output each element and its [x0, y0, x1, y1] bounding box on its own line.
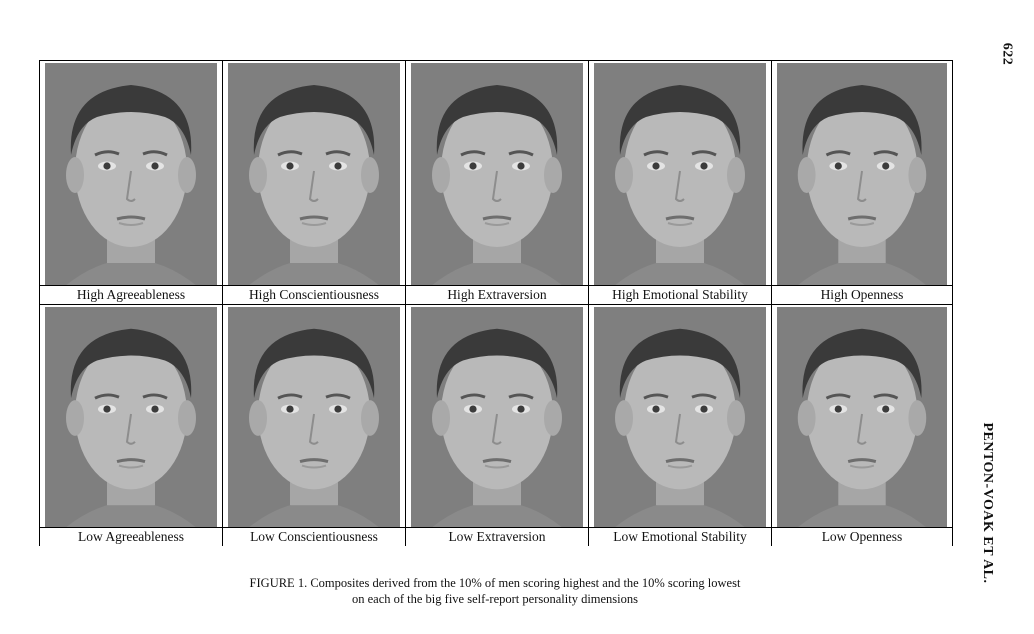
figure-grid: High Agreeableness High Conscientiousnes… [39, 60, 953, 546]
composite-face-image [411, 307, 583, 528]
composite-face-image [45, 307, 217, 528]
caption-line: on each of the big five self-report pers… [351, 592, 639, 606]
caption-line: FIGURE 1. Composites derived from the 10… [249, 576, 741, 590]
panel-low-extraversion: Low Extraversion [405, 305, 588, 546]
panel-label: Low Extraversion [406, 527, 588, 546]
panel-high-emotional-stability: High Emotional Stability [588, 61, 771, 304]
composite-face-image [228, 63, 400, 286]
panel-low-emotional-stability: Low Emotional Stability [588, 305, 771, 546]
composite-face-image [777, 63, 947, 286]
panel-label: Low Emotional Stability [589, 527, 771, 546]
panel-label: Low Conscientiousness [223, 527, 405, 546]
panel-high-openness: High Openness [771, 61, 952, 304]
composite-face-image [45, 63, 217, 286]
composite-face-image [411, 63, 583, 286]
panel-high-agreeableness: High Agreeableness [40, 61, 222, 304]
panel-label: High Agreeableness [40, 285, 222, 304]
panel-high-conscientiousness: High Conscientiousness [222, 61, 405, 304]
panel-low-conscientiousness: Low Conscientiousness [222, 305, 405, 546]
composite-face-image [777, 307, 947, 528]
figure-caption: FIGURE 1. Composites derived from the 10… [150, 575, 840, 607]
composite-face-image [594, 307, 766, 528]
page-number: 622 [999, 42, 1015, 66]
panel-label: High Emotional Stability [589, 285, 771, 304]
figure-row-low: Low Agreeableness Low Conscientiousness … [40, 305, 952, 546]
running-head: PENTON-VOAK ET AL. [980, 422, 995, 584]
composite-face-image [228, 307, 400, 528]
panel-high-extraversion: High Extraversion [405, 61, 588, 304]
panel-low-agreeableness: Low Agreeableness [40, 305, 222, 546]
composite-face-image [594, 63, 766, 286]
figure-row-high: High Agreeableness High Conscientiousnes… [40, 61, 952, 305]
panel-label: Low Openness [772, 527, 952, 546]
panel-label: Low Agreeableness [40, 527, 222, 546]
panel-label: High Openness [772, 285, 952, 304]
panel-label: High Conscientiousness [223, 285, 405, 304]
panel-label: High Extraversion [406, 285, 588, 304]
panel-low-openness: Low Openness [771, 305, 952, 546]
